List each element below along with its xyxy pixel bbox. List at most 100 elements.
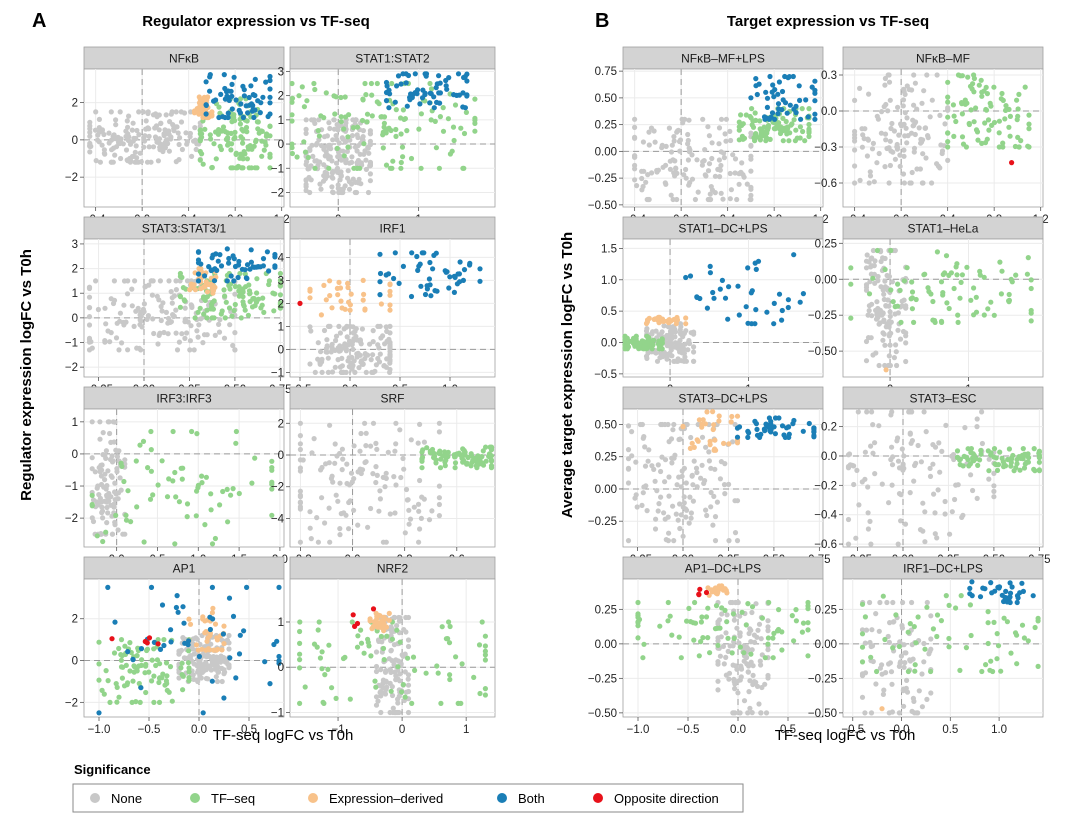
point-both (415, 87, 421, 93)
point-expression-derived (387, 302, 393, 308)
point-none (845, 541, 852, 547)
point-none (881, 104, 887, 110)
point-none (868, 710, 875, 716)
point-tf-seq (1023, 452, 1029, 458)
point-none (896, 663, 903, 670)
point-none (901, 86, 907, 92)
point-tf-seq (684, 618, 690, 624)
point-both (105, 584, 111, 591)
point-tf-seq (240, 302, 247, 308)
point-none (718, 162, 724, 169)
point-none (886, 180, 892, 186)
point-none (662, 479, 668, 485)
point-none (674, 343, 680, 349)
point-tf-seq (488, 445, 495, 451)
point-none (893, 349, 899, 355)
point-both (784, 110, 790, 116)
point-none (865, 136, 871, 142)
point-none (176, 141, 182, 148)
point-both (235, 262, 242, 268)
point-none (350, 339, 356, 345)
point-none (104, 504, 110, 511)
point-tf-seq (477, 690, 483, 697)
point-none (642, 463, 649, 469)
point-tf-seq (267, 165, 273, 171)
point-none (871, 271, 878, 277)
point-tf-seq (691, 637, 697, 643)
point-none (721, 482, 728, 488)
point-both (242, 267, 248, 273)
point-none (732, 530, 739, 536)
y-tick-label: 0.50 (595, 93, 617, 105)
point-none (297, 488, 303, 494)
point-tf-seq (299, 84, 305, 90)
point-tf-seq (148, 447, 154, 453)
point-none (108, 109, 114, 115)
point-tf-seq (237, 270, 243, 277)
point-none (880, 337, 886, 343)
point-both (456, 92, 462, 98)
point-none (121, 278, 128, 284)
facet-12: STAT1–HeLa01−0.50−0.250.000.25 (808, 216, 1044, 396)
point-none (881, 687, 887, 693)
point-none (326, 505, 332, 511)
point-none (885, 633, 891, 640)
point-none (306, 165, 312, 172)
point-tf-seq (289, 95, 296, 101)
point-none (307, 145, 313, 151)
point-tf-seq (938, 618, 945, 624)
point-none (152, 125, 158, 131)
point-none (403, 629, 409, 635)
point-tf-seq (277, 300, 283, 306)
point-both (735, 283, 741, 289)
point-none (171, 313, 177, 320)
point-both (1003, 588, 1009, 595)
point-none (232, 291, 238, 297)
point-both (811, 434, 817, 440)
point-tf-seq (139, 657, 145, 663)
point-both (764, 104, 771, 110)
point-tf-seq (145, 465, 151, 471)
point-tf-seq (170, 428, 176, 435)
point-tf-seq (439, 624, 445, 630)
point-tf-seq (233, 151, 239, 157)
point-tf-seq (686, 605, 692, 612)
point-none (354, 132, 360, 138)
point-tf-seq (985, 620, 991, 626)
point-none (734, 196, 740, 203)
point-none (864, 409, 870, 415)
point-tf-seq (984, 136, 990, 142)
point-none (204, 332, 210, 338)
point-both (967, 585, 973, 592)
point-none (155, 341, 161, 347)
point-none (765, 672, 771, 679)
point-tf-seq (123, 517, 130, 523)
point-none (109, 147, 115, 153)
point-tf-seq (848, 265, 854, 271)
point-none (339, 467, 345, 473)
point-tf-seq (140, 438, 147, 444)
point-none (902, 133, 908, 139)
y-tick-label: −0.50 (588, 200, 617, 212)
point-none (377, 488, 383, 494)
point-tf-seq (479, 619, 485, 625)
point-none (87, 119, 93, 125)
point-none (344, 461, 350, 467)
point-none (352, 189, 358, 196)
y-tick-label: −4 (271, 513, 285, 525)
point-none (335, 498, 341, 504)
point-tf-seq (1028, 285, 1034, 292)
point-tf-seq (699, 614, 705, 620)
legend-label-opposite: Opposite direction (614, 791, 719, 806)
point-none (330, 175, 336, 181)
point-tf-seq (100, 538, 106, 545)
point-tf-seq (186, 678, 192, 684)
point-none (184, 330, 190, 336)
point-none (920, 180, 926, 186)
point-none (752, 639, 758, 646)
point-tf-seq (667, 613, 673, 619)
point-tf-seq (179, 672, 185, 678)
point-none (942, 511, 948, 517)
point-tf-seq (482, 633, 488, 639)
y-tick-label: −1 (271, 163, 284, 175)
